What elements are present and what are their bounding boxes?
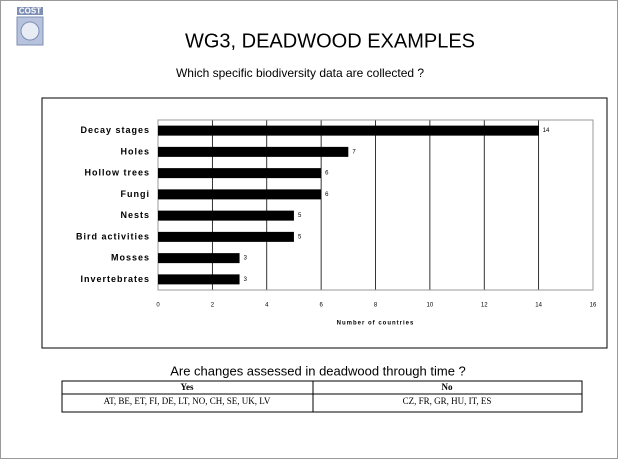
chart-frame xyxy=(41,97,608,349)
bar xyxy=(158,168,322,179)
value-label: 3 xyxy=(244,256,248,262)
x-tick-label: 10 xyxy=(427,303,434,309)
value-label: 7 xyxy=(352,149,356,155)
x-tick-label: 0 xyxy=(156,303,160,309)
logo-bar xyxy=(17,7,43,15)
table-header: No xyxy=(442,382,453,392)
y-tick-label: Fungi xyxy=(121,189,151,199)
value-label: 5 xyxy=(298,234,302,240)
table-cell: AT, BE, ET, FI, DE, LT, NO, CH, SE, UK, … xyxy=(104,396,271,406)
table: Yes No AT, BE, ET, FI, DE, LT, NO, CH, S… xyxy=(61,380,583,413)
bar xyxy=(158,231,294,242)
logo-text: COST xyxy=(19,7,41,16)
y-tick-label: Hollow trees xyxy=(84,168,150,178)
value-label: 3 xyxy=(244,277,248,283)
y-tick-label: Bird activities xyxy=(76,231,150,241)
table-cell: CZ, FR, GR, HU, IT, ES xyxy=(403,396,492,406)
question: Are changes assessed in deadwood through… xyxy=(170,363,466,378)
x-tick-label: 6 xyxy=(319,303,323,309)
x-axis-label: Number of countries xyxy=(337,321,415,327)
chart: 0 2 4 6 8 10 12 14 16 Number of countries Decay st… xyxy=(76,119,597,327)
y-tick-label: Mosses xyxy=(111,253,150,263)
logo: COST xyxy=(16,7,44,46)
bar xyxy=(158,274,240,285)
value-label: 14 xyxy=(543,128,550,134)
table-border xyxy=(61,380,583,413)
value-label: 6 xyxy=(325,171,329,177)
bar xyxy=(158,125,539,136)
value-label: 5 xyxy=(298,213,302,219)
x-tick-label: 16 xyxy=(590,303,597,309)
x-tick-label: 12 xyxy=(481,303,488,309)
x-tick-label: 2 xyxy=(211,303,215,309)
subtitle: Which specific biodiversity data are col… xyxy=(176,66,424,80)
y-tick-label: Invertebrates xyxy=(80,274,150,284)
table-header: Yes xyxy=(181,382,194,392)
y-tick-label: Nests xyxy=(120,210,150,220)
y-tick-label: Decay stages xyxy=(80,125,150,135)
bar xyxy=(158,189,322,200)
x-tick-label: 8 xyxy=(374,303,378,309)
bar xyxy=(158,146,349,157)
bar xyxy=(158,210,294,221)
bar xyxy=(158,253,240,264)
y-tick-label: Holes xyxy=(120,146,150,156)
value-label: 6 xyxy=(325,192,329,198)
plot-frame xyxy=(157,119,594,291)
logo-circle xyxy=(20,21,40,41)
x-tick-label: 4 xyxy=(265,303,269,309)
x-tick-label: 14 xyxy=(535,303,542,309)
title: WG3, DEADWOOD EXAMPLES xyxy=(185,30,475,52)
